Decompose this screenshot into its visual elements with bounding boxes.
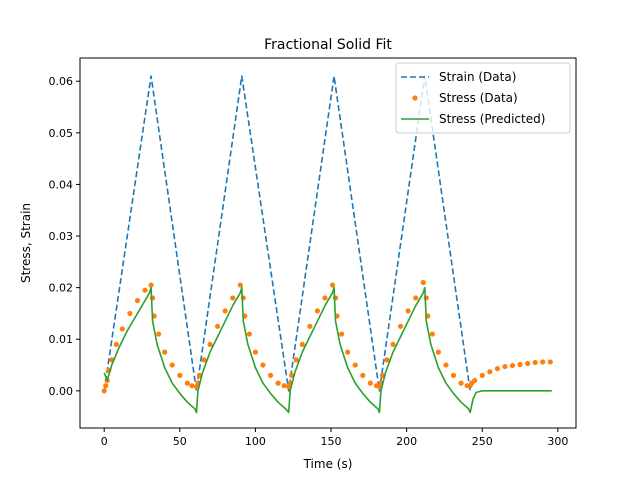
data-point bbox=[443, 362, 449, 368]
data-point bbox=[458, 380, 464, 386]
data-point bbox=[127, 310, 133, 317]
data-point bbox=[207, 341, 213, 348]
data-point bbox=[260, 362, 266, 368]
data-point bbox=[345, 349, 351, 355]
x-axis: 0 50 100 150 200 250 300 bbox=[101, 428, 568, 448]
plot-frame bbox=[79, 57, 577, 429]
data-point bbox=[384, 357, 390, 363]
data-point bbox=[329, 282, 336, 288]
data-point bbox=[275, 380, 281, 386]
data-point bbox=[435, 349, 441, 355]
data-point bbox=[352, 362, 358, 368]
data-point bbox=[246, 331, 252, 337]
data-point bbox=[307, 323, 313, 329]
data-point bbox=[230, 295, 236, 301]
data-point bbox=[134, 297, 141, 304]
data-point bbox=[215, 323, 221, 329]
data-point bbox=[101, 388, 107, 394]
data-point bbox=[420, 279, 426, 286]
data-point bbox=[532, 359, 538, 366]
data-point bbox=[184, 380, 190, 386]
data-point bbox=[201, 357, 207, 363]
x-tick-label: 100 bbox=[245, 435, 266, 448]
y-axis-label: Stress, Strain bbox=[19, 203, 33, 283]
data-point bbox=[547, 359, 553, 365]
y-tick-label: 0.01 bbox=[49, 333, 74, 346]
y-axis: 0.00 0.01 0.02 0.03 0.04 0.05 0.06 bbox=[49, 75, 80, 398]
legend-label-stress-predicted: Stress (Predicted) bbox=[439, 112, 545, 126]
legend-frame bbox=[395, 62, 571, 134]
x-tick-label: 250 bbox=[472, 435, 493, 448]
data-point bbox=[156, 331, 162, 337]
data-point bbox=[142, 287, 148, 293]
legend-swatch-stress-data bbox=[412, 95, 418, 101]
data-point bbox=[360, 372, 366, 378]
data-point bbox=[103, 383, 109, 389]
data-point bbox=[494, 366, 500, 372]
data-point bbox=[390, 341, 396, 348]
y-tick-label: 0.02 bbox=[49, 282, 74, 295]
data-point bbox=[189, 383, 195, 389]
data-point bbox=[252, 349, 259, 355]
data-point bbox=[502, 363, 508, 370]
y-tick-label: 0.04 bbox=[49, 178, 74, 191]
legend-label-strain-data: Strain (Data) bbox=[439, 70, 516, 84]
x-tick-label: 200 bbox=[396, 435, 417, 448]
data-point bbox=[299, 341, 305, 348]
series-line-strain-data bbox=[103, 75, 471, 392]
x-tick-label: 0 bbox=[101, 435, 108, 448]
series-stress-data bbox=[101, 279, 553, 394]
x-axis-label: Time (s) bbox=[303, 457, 353, 471]
data-point bbox=[413, 295, 419, 301]
data-point bbox=[472, 377, 478, 384]
legend: Strain (Data) Stress (Data) Stress (Predic… bbox=[395, 62, 571, 134]
data-point bbox=[517, 361, 523, 368]
data-point bbox=[119, 326, 125, 332]
data-point bbox=[429, 331, 435, 337]
data-point bbox=[177, 372, 183, 378]
data-point bbox=[237, 282, 243, 288]
data-point bbox=[450, 372, 457, 378]
data-point bbox=[525, 360, 531, 367]
y-tick-label: 0.00 bbox=[49, 385, 74, 398]
x-tick-label: 50 bbox=[173, 435, 187, 448]
y-tick-label: 0.05 bbox=[49, 127, 74, 140]
y-tick-label: 0.06 bbox=[49, 75, 74, 88]
chart-title: Fractional Solid Fit bbox=[264, 37, 392, 53]
data-point bbox=[222, 308, 228, 314]
data-point bbox=[293, 357, 299, 363]
y-tick-label: 0.03 bbox=[49, 230, 74, 243]
data-point bbox=[281, 383, 287, 389]
data-point bbox=[367, 380, 373, 386]
data-point bbox=[479, 372, 485, 378]
data-point bbox=[113, 341, 119, 348]
data-point bbox=[339, 331, 345, 337]
data-point bbox=[267, 372, 274, 378]
data-point bbox=[509, 362, 516, 369]
data-point bbox=[169, 362, 175, 368]
series-layer bbox=[101, 75, 553, 414]
legend-label-stress-data: Stress (Data) bbox=[439, 91, 518, 105]
data-point bbox=[405, 308, 411, 314]
data-point bbox=[162, 349, 168, 355]
data-point bbox=[397, 323, 404, 329]
data-point bbox=[314, 308, 321, 314]
plot-area bbox=[79, 57, 577, 429]
x-tick-label: 300 bbox=[547, 435, 568, 448]
x-tick-label: 150 bbox=[321, 435, 342, 448]
data-point bbox=[540, 359, 546, 365]
data-point bbox=[322, 295, 328, 301]
series-line-stress-predicted bbox=[103, 286, 552, 414]
data-point bbox=[487, 369, 493, 375]
data-point bbox=[148, 282, 154, 288]
